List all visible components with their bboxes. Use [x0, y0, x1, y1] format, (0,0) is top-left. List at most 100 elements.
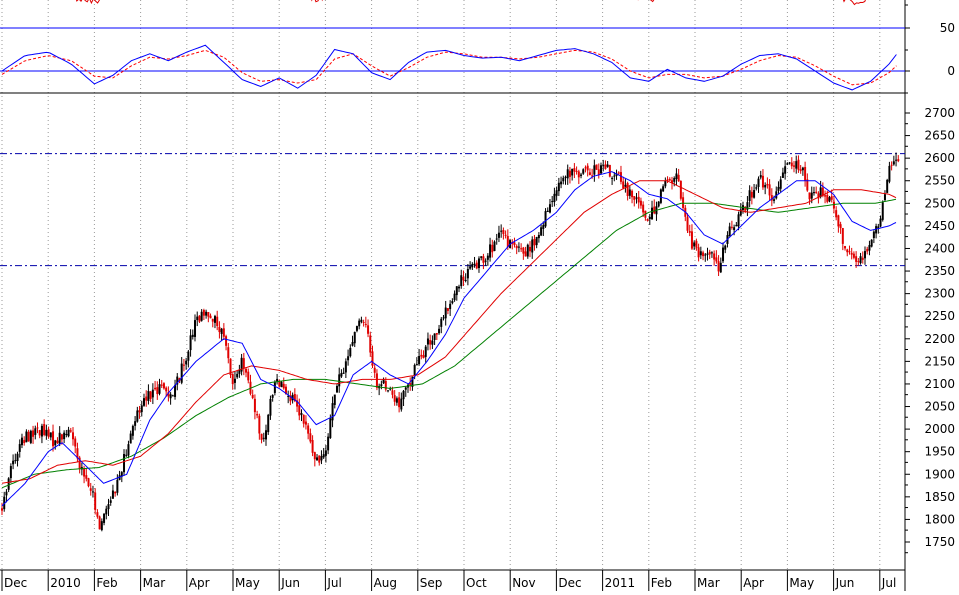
- candle-body: [659, 189, 662, 203]
- candle-body: [267, 414, 270, 433]
- candle-body: [71, 432, 74, 440]
- candle-body: [329, 418, 332, 438]
- month-label: 2010: [50, 576, 81, 590]
- candle-body: [881, 202, 884, 220]
- candle-body: [489, 244, 492, 258]
- candle-body: [852, 253, 855, 258]
- candle-body: [138, 410, 141, 413]
- price-tick-label: 1750: [924, 535, 955, 549]
- candle-body: [340, 373, 343, 377]
- candle-body: [555, 190, 558, 196]
- candle-body: [544, 211, 547, 227]
- candle-body: [790, 162, 793, 167]
- candle-body: [599, 165, 602, 174]
- candle-body: [316, 457, 319, 461]
- candle-body: [47, 429, 50, 437]
- candle-body: [657, 201, 660, 207]
- month-label: Mar: [143, 576, 166, 590]
- candle-body: [260, 433, 263, 440]
- candle-body: [23, 439, 26, 444]
- moving-average-mid: [1, 180, 897, 484]
- candle-body: [879, 218, 882, 227]
- candle-body: [830, 196, 833, 200]
- candle-body: [786, 163, 789, 165]
- candle-body: [289, 395, 292, 402]
- candle-body: [855, 256, 858, 262]
- candle-body: [635, 197, 638, 199]
- candle-body: [253, 398, 256, 413]
- candle-body: [402, 390, 405, 400]
- candle-body: [631, 190, 634, 198]
- candle-body: [722, 247, 725, 262]
- candle-body: [491, 244, 494, 253]
- candle-body: [866, 248, 869, 252]
- candle-body: [240, 357, 243, 372]
- candle-body: [313, 452, 316, 460]
- candle-body: [96, 512, 99, 517]
- candle-body: [753, 190, 756, 198]
- candle-body: [433, 333, 436, 340]
- candle-body: [322, 454, 325, 458]
- candle-body: [58, 432, 61, 444]
- candles: [1, 152, 900, 532]
- candle-body: [327, 436, 330, 451]
- upper-indicator-line: [75, 0, 870, 6]
- candle-body: [575, 170, 578, 172]
- candle-body: [653, 206, 656, 214]
- month-label: Oct: [466, 576, 487, 590]
- candle-body: [333, 394, 336, 405]
- candle-body: [495, 238, 498, 240]
- candle-body: [770, 195, 773, 201]
- candle-body: [298, 405, 301, 416]
- candle-body: [187, 351, 190, 361]
- candle-body: [415, 364, 418, 366]
- candle-body: [864, 251, 867, 259]
- month-label: Dec: [558, 576, 581, 590]
- candle-body: [83, 468, 86, 477]
- oscillator-main-line: [1, 44, 897, 91]
- candle-body: [284, 386, 287, 395]
- candle-body: [205, 311, 208, 316]
- candle-body: [63, 432, 66, 440]
- candle-body: [529, 246, 532, 252]
- price-tick-label: 2000: [924, 422, 955, 436]
- candle-body: [34, 428, 37, 435]
- candle-body: [358, 320, 361, 327]
- candle-body: [449, 303, 452, 310]
- candle-body: [18, 444, 21, 452]
- candle-body: [670, 180, 673, 183]
- candle-body: [466, 269, 469, 279]
- price-tick-label: 2350: [924, 264, 955, 278]
- candle-body: [639, 200, 642, 206]
- candle-body: [371, 351, 374, 366]
- candle-body: [176, 376, 179, 385]
- candle-body: [209, 315, 212, 319]
- price-tick-label: 2100: [924, 377, 955, 391]
- candle-body: [307, 425, 310, 434]
- candle-body: [280, 381, 283, 388]
- candle-body: [697, 247, 700, 258]
- month-label: Feb: [651, 576, 672, 590]
- oscillator-signal-line: [1, 49, 897, 86]
- candle-body: [422, 355, 425, 358]
- candle-body: [546, 210, 549, 212]
- candle-body: [382, 379, 385, 384]
- candle-body: [848, 251, 851, 253]
- candle-body: [602, 165, 605, 167]
- candle-body: [648, 216, 651, 220]
- candle-body: [841, 228, 844, 244]
- candle-body: [242, 358, 245, 368]
- candle-body: [617, 172, 620, 174]
- candle-body: [502, 229, 505, 235]
- candle-body: [462, 276, 465, 281]
- candle-body: [213, 316, 216, 323]
- candle-body: [291, 394, 294, 401]
- candle-body: [78, 457, 81, 469]
- candle-body: [276, 378, 279, 382]
- candle-body: [52, 431, 55, 447]
- candle-body: [311, 440, 314, 453]
- moving-average-fast: [1, 171, 897, 507]
- candle-body: [850, 252, 853, 255]
- candle-body: [868, 245, 871, 251]
